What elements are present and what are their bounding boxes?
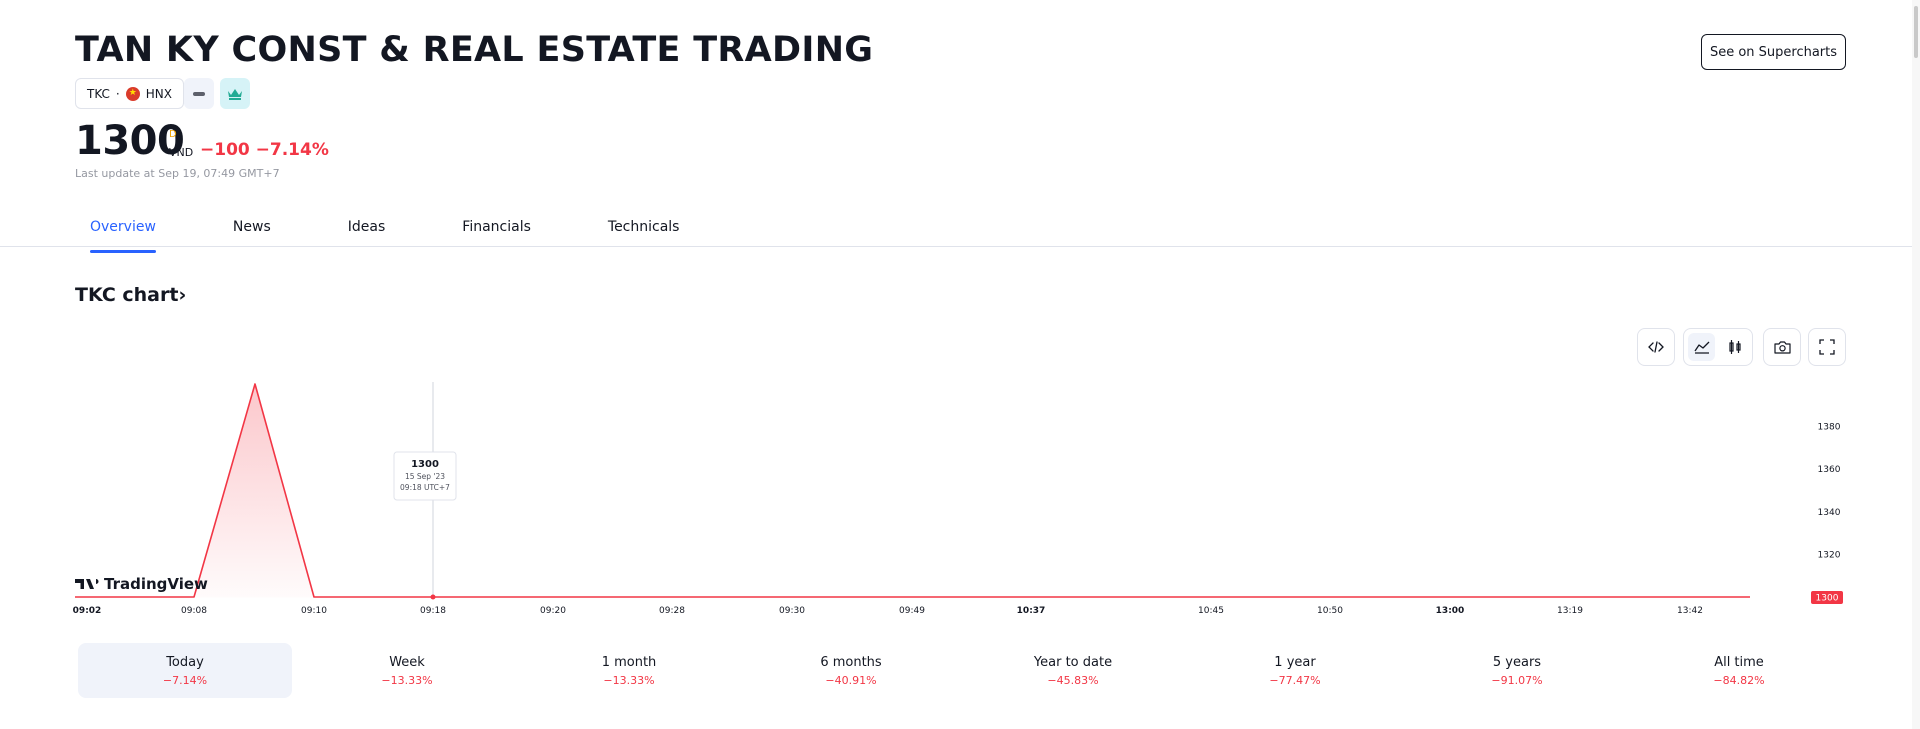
period-all-time[interactable]: All time −84.82% [1632,643,1846,698]
x-tick-label: 09:08 [181,606,207,616]
tooltip-value: 1300 [411,459,439,470]
period-week[interactable]: Week −13.33% [300,643,514,698]
period-change: −40.91% [825,673,877,687]
period-selector: Today −7.14% Week −13.33% 1 month −13.33% 6… [78,643,1846,698]
price-line [75,383,1750,598]
tab-ideas[interactable]: Ideas [347,219,386,235]
candles-icon [1728,340,1741,354]
last-price-text: 1300 [1816,594,1839,604]
x-tick-label: 09:20 [540,606,566,616]
period-change: −7.14% [162,673,208,687]
tab-financials[interactable]: Financials [462,219,531,235]
chevron-right-icon: › [178,284,187,306]
crown-icon [228,88,242,100]
x-tick-label: 09:30 [779,606,805,616]
x-axis: 09:02 09:08 09:10 09:18 09:20 09:28 09:30 09:49… [73,606,1703,616]
vietnam-flag-icon: ★ [125,86,140,101]
period-change: −13.33% [603,673,655,687]
period-label: 6 months [820,654,882,670]
price-change: −100 −7.14% [200,140,329,160]
see-on-supercharts-button[interactable]: See on Supercharts [1701,34,1846,70]
scrollbar-thumb[interactable] [1914,6,1918,58]
period-label: 1 month [601,654,657,670]
currency-superscript: D [169,129,177,140]
market-status-badge[interactable] [184,78,214,109]
last-price-label: 1300 [1811,591,1843,604]
embed-button[interactable] [1637,328,1675,366]
period-label: 1 year [1274,654,1316,670]
x-tick-label: 09:02 [73,606,102,616]
y-tick-label: 1360 [1818,465,1841,475]
current-price: 1300 [75,118,185,164]
y-tick-label: 1320 [1818,550,1841,560]
minus-icon [193,91,205,96]
period-today[interactable]: Today −7.14% [78,643,292,698]
tooltip-time: 09:18 UTC+7 [400,483,450,492]
x-tick-label: 09:28 [659,606,685,616]
chart-tooltip: 1300 15 Sep '23 09:18 UTC+7 [393,451,457,501]
y-tick-label: 1340 [1818,508,1841,518]
symbol-chip[interactable]: TKC · ★ HNX [75,78,184,109]
area-style-button[interactable] [1688,333,1715,361]
period-change: −77.47% [1269,673,1321,687]
tab-overview[interactable]: Overview [75,219,171,253]
period-label: Year to date [1033,654,1113,670]
period-change: −84.82% [1713,673,1765,687]
period-5-years[interactable]: 5 years −91.07% [1410,643,1624,698]
exchange-label: HNX [145,86,172,101]
period-1-month[interactable]: 1 month −13.33% [522,643,736,698]
x-tick-label: 09:18 [420,606,446,616]
period-label: Today [166,654,204,670]
tooltip-date: 15 Sep '23 [405,472,445,481]
x-tick-label: 13:00 [1436,606,1465,616]
period-year-to-date[interactable]: Year to date −45.83% [966,643,1180,698]
period-label: Week [389,654,425,670]
tab-technicals[interactable]: Technicals [607,219,680,235]
crown-badge[interactable] [220,78,250,109]
x-tick-label: 10:45 [1198,606,1224,616]
chart-style-toggle [1683,328,1753,366]
x-tick-label: 09:49 [899,606,925,616]
area-chart-icon [1693,341,1709,354]
period-change: −91.07% [1491,673,1543,687]
x-tick-label: 09:10 [301,606,327,616]
period-6-months[interactable]: 6 months −40.91% [744,643,958,698]
embed-code-icon [1648,341,1664,353]
symbol-label: TKC [87,86,110,101]
period-label: 5 years [1492,654,1542,670]
x-tick-label: 13:42 [1677,606,1703,616]
camera-icon [1773,341,1791,354]
area-fill [75,384,1750,598]
tabs-divider [0,246,1912,247]
fullscreen-button[interactable] [1808,328,1846,366]
currency-label: VND [169,146,194,159]
candles-style-button[interactable] [1721,333,1748,361]
period-1-year[interactable]: 1 year −77.47% [1188,643,1402,698]
tab-news[interactable]: News [232,219,271,235]
tradingview-logo[interactable]: TradingView [75,575,208,593]
page-scrollbar[interactable] [1912,0,1920,729]
page-title: TAN KY CONST & REAL ESTATE TRADING [75,30,874,70]
fullscreen-icon [1819,339,1835,355]
y-axis: 1320 1340 1360 1380 [1818,423,1841,561]
period-label: All time [1714,654,1764,670]
separator-dot: · [115,86,120,101]
x-tick-label: 13:19 [1557,606,1583,616]
tradingview-logo-icon [75,579,99,589]
screenshot-button[interactable] [1763,328,1801,366]
x-tick-label: 10:50 [1317,606,1343,616]
tradingview-logo-text: TradingView [104,575,208,593]
y-tick-label: 1380 [1818,423,1841,433]
price-chart[interactable]: 1300 15 Sep '23 09:18 UTC+7 TradingView … [0,370,1912,625]
tab-bar: Overview News Ideas Financials Technical… [75,219,741,253]
period-change: −13.33% [381,673,433,687]
period-change: −45.83% [1047,673,1099,687]
chart-heading-text: TKC chart [75,284,179,306]
x-tick-label: 10:37 [1017,606,1046,616]
chart-heading-link[interactable]: TKC chart› [75,284,186,306]
crosshair-dot [430,594,436,600]
last-update-text: Last update at Sep 19, 07:49 GMT+7 [75,167,280,180]
